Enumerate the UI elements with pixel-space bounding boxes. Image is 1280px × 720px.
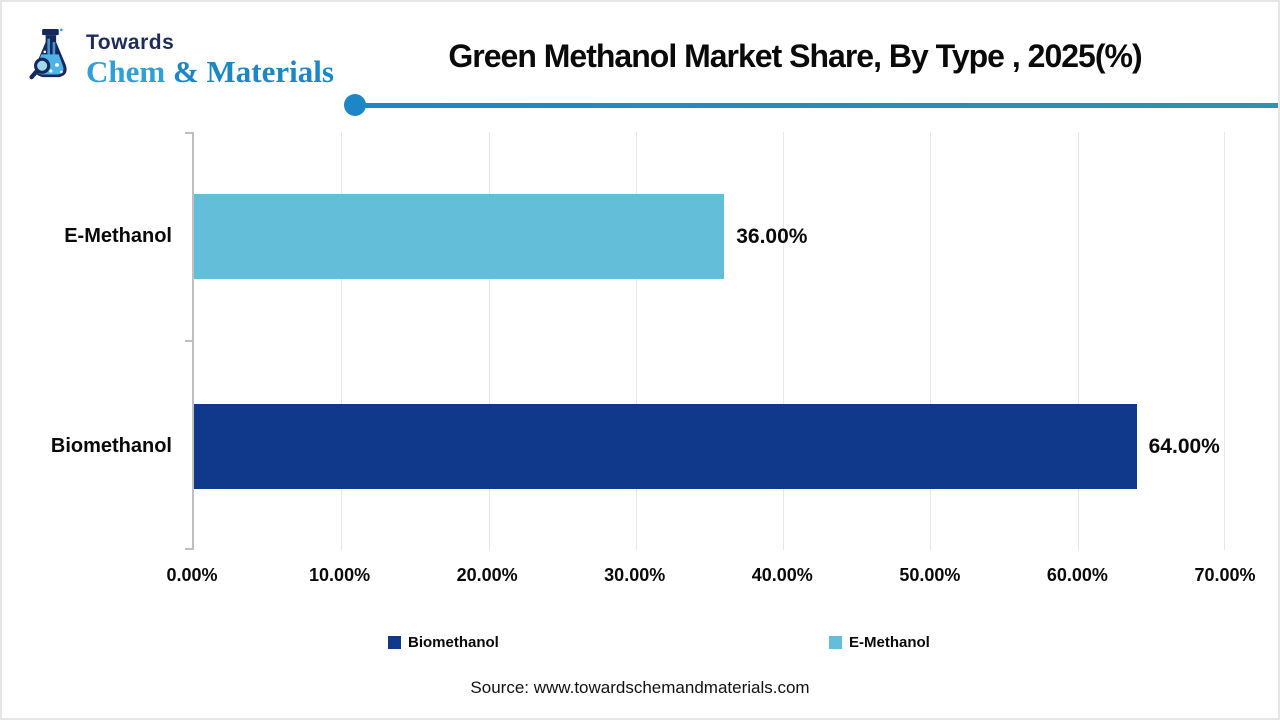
plot-area: 36.00% 64.00% [185, 132, 1225, 550]
legend-label-biomethanol: Biomethanol [408, 634, 499, 651]
gridline-50 [930, 132, 932, 550]
chart-title: Green Methanol Market Share, By Type , 2… [448, 38, 1142, 74]
category-label-e-methanol: E-Methanol [64, 225, 172, 247]
y-axis-tick-middle [185, 340, 193, 342]
source-text: Source: www.towardschemandmaterials.com [470, 678, 810, 697]
x-tick-40: 40.00% [751, 565, 813, 585]
bar-e-methanol [194, 194, 725, 279]
header-divider-line [355, 103, 1278, 108]
brand-logo: Towards Chem & Materials [22, 28, 334, 87]
x-tick-30: 30.00% [604, 565, 666, 585]
x-tick-0: 0.00% [166, 565, 218, 585]
x-axis: 0.00% 10.00% 20.00% 30.00% 40.00% 50.00%… [166, 565, 1255, 591]
gridline-60 [1077, 132, 1079, 550]
legend-item-biomethanol: Biomethanol [388, 634, 499, 651]
brand-towards-text: Towards [86, 31, 175, 54]
gridline-70 [1223, 132, 1225, 550]
x-tick-60: 60.00% [1046, 565, 1108, 585]
x-tick-70: 70.00% [1194, 565, 1256, 585]
legend-label-e-methanol: E-Methanol [849, 634, 930, 651]
gridline-10 [341, 132, 343, 550]
legend-swatch-e-methanol [829, 636, 842, 649]
value-label-biomethanol: 64.00% [1148, 434, 1220, 458]
x-tick-10: 10.00% [309, 565, 371, 585]
x-tick-20: 20.00% [456, 565, 518, 585]
legend-swatch-biomethanol [388, 636, 401, 649]
header-divider-dot [344, 94, 366, 116]
bar-biomethanol [194, 404, 1137, 489]
gridline-40 [783, 132, 785, 550]
y-axis-tick-top [185, 132, 193, 134]
flask-icon [29, 28, 67, 80]
brand-wordmark: Towards Chem & Materials [86, 28, 334, 87]
legend: Biomethanol E-Methanol [192, 634, 1225, 654]
category-label-biomethanol: Biomethanol [50, 435, 172, 457]
brand-chem-materials-text: Chem & Materials [86, 54, 334, 89]
value-label-e-methanol: 36.00% [736, 224, 808, 248]
gridline-20 [488, 132, 490, 550]
x-tick-50: 50.00% [899, 565, 961, 585]
bar-row-e-methanol: 36.00% [194, 194, 1225, 279]
legend-item-e-methanol: E-Methanol [829, 634, 930, 651]
y-axis-tick-bottom [185, 548, 193, 550]
bar-row-biomethanol: 64.00% [194, 404, 1225, 489]
gridline-30 [635, 132, 637, 550]
